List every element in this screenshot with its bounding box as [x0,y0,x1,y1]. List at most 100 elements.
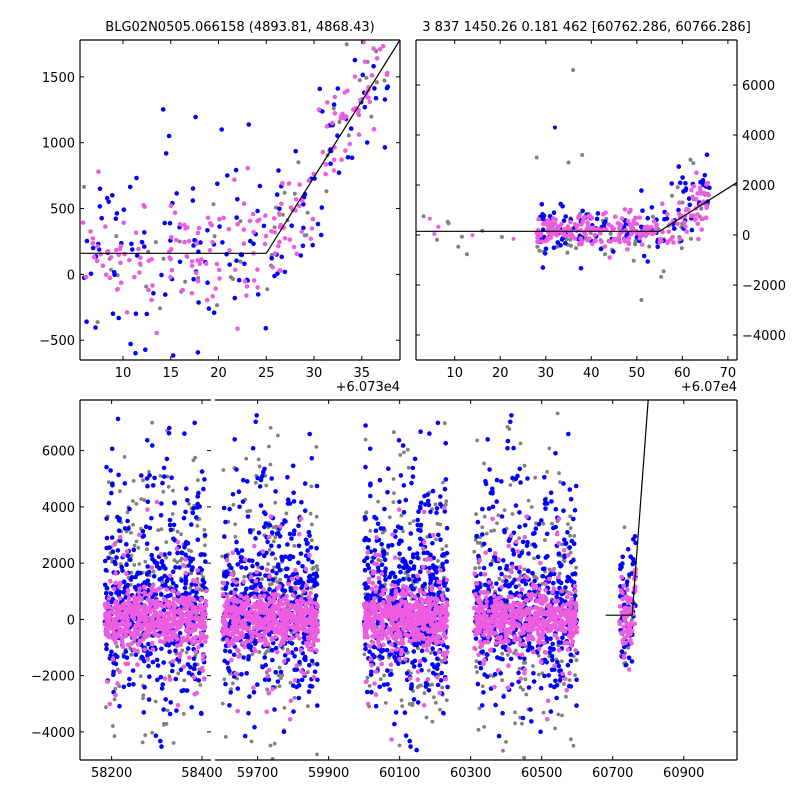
data-point [133,350,138,356]
data-point [415,555,420,560]
data-point [365,562,371,568]
data-point [234,547,239,553]
data-point [132,612,137,618]
data-point [444,544,449,548]
data-point [393,631,399,637]
data-point [357,78,362,83]
data-point [415,677,421,682]
data-point [239,672,244,677]
data-point [233,628,239,633]
data-point [232,635,238,640]
data-point [361,40,366,45]
data-point [373,669,379,674]
data-point [440,561,445,567]
data-point [378,677,383,682]
data-point [435,675,440,680]
data-point [299,677,305,683]
data-point [289,223,295,228]
data-point [135,596,140,602]
data-point [650,231,655,237]
data-point [281,729,287,735]
data-point [373,692,379,697]
data-point [277,567,283,573]
data-point [171,536,176,542]
data-point [146,287,151,293]
data-point [196,478,200,483]
data-point [253,480,258,485]
data-point [679,246,684,251]
data-point [372,629,378,635]
data-point [347,141,353,147]
data-point [142,230,147,235]
data-point [271,216,277,221]
data-point [391,477,396,481]
data-point [175,550,180,556]
data-point [272,707,277,712]
data-point [293,148,299,154]
data-point [139,497,144,501]
data-point [665,239,671,244]
data-point [125,553,131,559]
data-point [385,70,390,76]
data-point [445,645,450,650]
data-point [432,596,438,602]
data-point [256,530,262,536]
data-point [251,543,257,549]
data-point [134,539,139,544]
data-point [195,524,200,528]
data-point [307,647,312,652]
data-point [440,596,446,602]
data-point [551,245,557,251]
data-point [104,646,109,652]
data-point [569,737,573,742]
data-point [241,241,247,246]
data-point [368,483,373,488]
data-point [376,558,381,562]
data-point [143,524,149,529]
data-point [507,427,512,431]
data-point [132,625,138,631]
data-point [389,589,395,594]
data-point [235,647,240,653]
data-point [285,620,291,626]
data-point [362,59,368,64]
data-point [442,486,448,492]
data-point [443,477,449,482]
data-point [126,526,131,531]
data-point [382,145,388,150]
data-point [143,613,148,619]
data-point [475,438,480,443]
data-point [273,556,278,561]
data-point [374,561,380,567]
data-point [352,74,358,79]
data-point [113,247,119,253]
data-point [199,469,205,474]
data-point [255,285,260,290]
data-point [271,539,276,544]
data-point [380,647,386,653]
data-point [688,157,693,162]
data-point [254,569,260,575]
data-point [159,686,165,691]
data-point [242,644,247,650]
data-point [158,638,163,644]
data-point [619,216,625,221]
top-right-xtick-label: 40 [583,366,600,381]
data-point [245,639,250,644]
data-point [654,222,660,227]
data-point [117,246,123,252]
data-point [436,532,441,538]
data-point [315,752,319,757]
data-point [263,609,268,615]
data-point [309,586,314,590]
data-point [193,114,198,120]
data-point [245,615,251,620]
data-point [198,683,203,687]
data-point [164,540,169,544]
data-point [405,447,410,452]
data-point [167,517,173,523]
data-point [131,647,137,652]
data-point [369,689,374,695]
data-point [253,630,258,636]
data-point [415,700,421,705]
